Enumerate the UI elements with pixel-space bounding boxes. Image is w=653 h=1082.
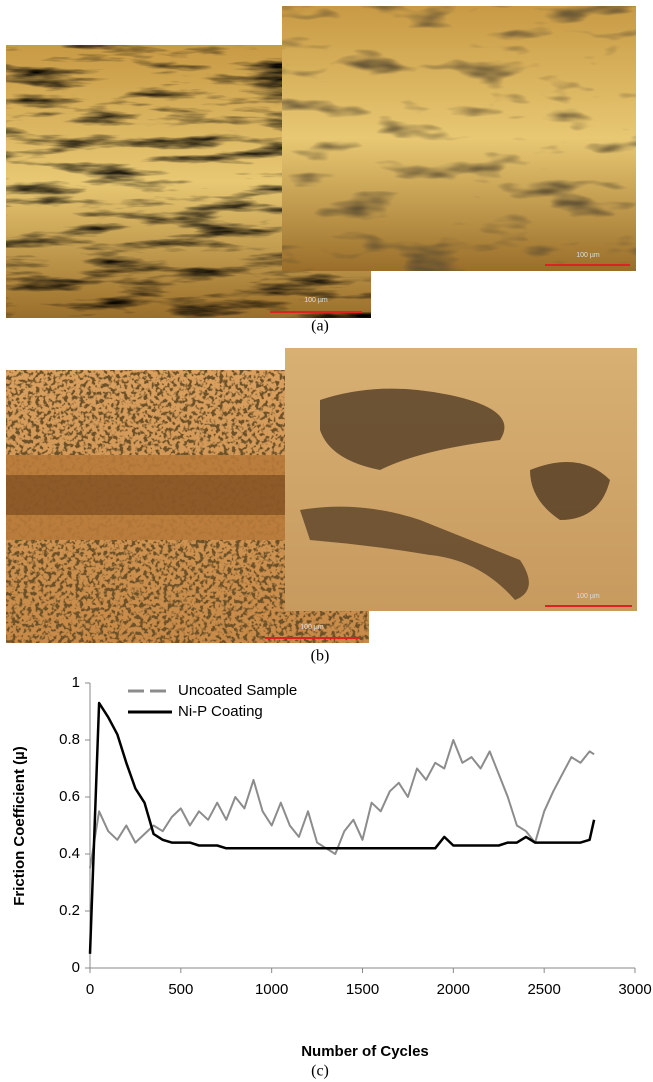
- x-tick-label: 3000: [618, 981, 651, 998]
- data-line: [89, 739, 595, 869]
- x-tick-label: 0: [86, 981, 94, 998]
- x-tick-label: 1500: [346, 981, 379, 998]
- y-tick-label: 0: [72, 959, 80, 976]
- scale-label: 100 µm: [304, 297, 328, 304]
- x-tick-label: 2500: [527, 981, 560, 998]
- y-tick-label: 0.2: [59, 902, 80, 919]
- x-tick-label: 500: [168, 981, 193, 998]
- y-tick-label: 0.4: [59, 845, 80, 862]
- chart: 0 0.2 0.4 0.6 0.8 1 0 500 1000 1500 2000 2500 3000 Un…: [59, 674, 652, 998]
- scale-label: 100 µm: [300, 624, 324, 631]
- micrograph: 100 µm: [285, 348, 637, 611]
- y-tick-label: 0.8: [59, 731, 80, 748]
- micrograph: 100 µm: [282, 6, 636, 271]
- panel-label: (a): [311, 318, 329, 335]
- legend-label: Uncoated Sample: [178, 682, 297, 699]
- scale-label: 100 µm: [576, 593, 600, 600]
- panel-label: (c): [311, 1063, 329, 1080]
- panel-label: (b): [311, 648, 330, 665]
- y-axis-label: Friction Coefficient (µ): [11, 746, 28, 905]
- x-axis-label: Number of Cycles: [301, 1043, 429, 1060]
- legend-label: Ni-P Coating: [178, 703, 263, 720]
- x-tick-label: 2000: [437, 981, 470, 998]
- data-line: [88, 701, 596, 954]
- y-tick-label: 1: [72, 674, 80, 691]
- y-tick-label: 0.6: [59, 788, 80, 805]
- x-tick-label: 1000: [255, 981, 288, 998]
- scale-label: 100 µm: [576, 252, 600, 259]
